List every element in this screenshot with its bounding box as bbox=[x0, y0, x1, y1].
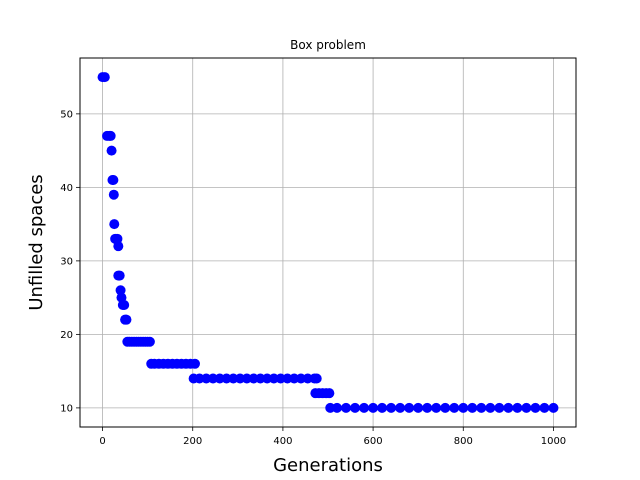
data-point bbox=[106, 145, 117, 156]
data-point bbox=[521, 402, 532, 413]
data-point bbox=[109, 219, 120, 230]
data-point bbox=[548, 402, 559, 413]
y-tick-label: 10 bbox=[60, 403, 73, 414]
y-axis-title: Unfilled spaces bbox=[26, 174, 47, 310]
data-point bbox=[404, 402, 415, 413]
x-tick-label: 600 bbox=[364, 436, 383, 447]
data-point bbox=[368, 402, 379, 413]
data-point bbox=[341, 402, 352, 413]
data-point bbox=[112, 233, 123, 244]
data-point bbox=[458, 402, 469, 413]
data-point bbox=[413, 402, 424, 413]
data-point bbox=[539, 402, 550, 413]
data-point bbox=[121, 314, 132, 325]
data-point bbox=[467, 402, 478, 413]
data-point bbox=[431, 402, 442, 413]
data-point bbox=[105, 130, 116, 141]
data-point bbox=[503, 402, 514, 413]
data-point bbox=[494, 402, 505, 413]
axis-ticks: 0 200 400 600 800 1000 10 20 30 40 50 bbox=[60, 109, 566, 447]
data-point bbox=[311, 373, 322, 384]
data-point bbox=[395, 402, 406, 413]
grid-lines bbox=[80, 58, 576, 427]
data-point bbox=[476, 402, 487, 413]
data-point bbox=[332, 402, 343, 413]
data-point bbox=[422, 402, 433, 413]
x-tick-label: 400 bbox=[273, 436, 292, 447]
data-point bbox=[189, 358, 200, 369]
data-points bbox=[97, 72, 559, 413]
y-tick-label: 50 bbox=[60, 109, 73, 120]
data-point bbox=[350, 402, 361, 413]
x-tick-label: 1000 bbox=[541, 436, 566, 447]
data-point bbox=[359, 402, 370, 413]
data-point bbox=[114, 270, 125, 281]
x-tick-label: 200 bbox=[183, 436, 202, 447]
data-point bbox=[99, 72, 110, 83]
data-point bbox=[119, 299, 130, 310]
data-point bbox=[144, 336, 155, 347]
data-point bbox=[324, 388, 335, 399]
x-tick-label: 800 bbox=[454, 436, 473, 447]
x-axis-title: Generations bbox=[273, 455, 383, 476]
data-point bbox=[113, 241, 124, 252]
y-tick-label: 40 bbox=[60, 183, 73, 194]
x-tick-label: 0 bbox=[99, 436, 105, 447]
data-point bbox=[115, 285, 126, 296]
y-tick-label: 20 bbox=[60, 330, 73, 341]
y-tick-label: 30 bbox=[60, 256, 73, 267]
data-point bbox=[377, 402, 388, 413]
data-point bbox=[512, 402, 523, 413]
data-point bbox=[108, 175, 119, 186]
data-point bbox=[108, 189, 119, 200]
plot-frame bbox=[79, 57, 577, 428]
chart-title: Box problem bbox=[290, 38, 366, 52]
data-point bbox=[485, 402, 496, 413]
data-point bbox=[449, 402, 460, 413]
data-point bbox=[440, 402, 451, 413]
data-point bbox=[386, 402, 397, 413]
data-point bbox=[530, 402, 541, 413]
